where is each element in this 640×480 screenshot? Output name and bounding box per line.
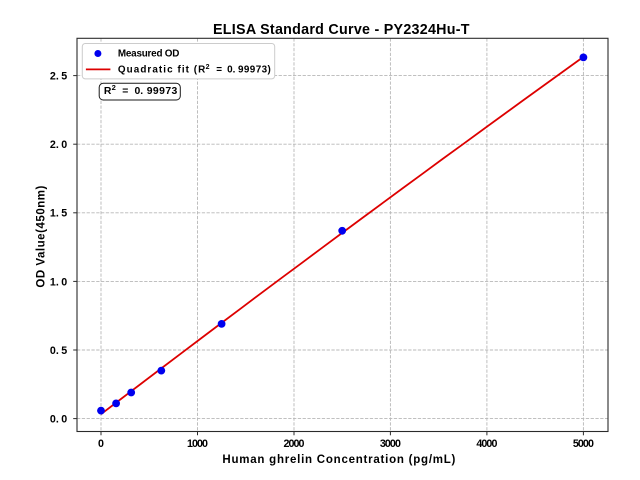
svg-text:3000: 3000 (380, 438, 401, 450)
svg-text:2.5: 2. 5 (50, 71, 67, 83)
svg-text:0.: 0. (135, 86, 144, 97)
svg-text:4000: 4000 (476, 438, 497, 450)
svg-text:R: R (104, 86, 112, 97)
svg-text:0.: 0. (227, 65, 235, 76)
svg-text:Measured OD: Measured OD (118, 48, 179, 59)
svg-text:99973: 99973 (147, 86, 178, 97)
svg-text:OD Value(450nm): OD Value(450nm) (36, 185, 48, 287)
svg-text:2: 2 (112, 83, 116, 92)
svg-text:1.5: 1. 5 (50, 208, 67, 220)
svg-text:=: = (122, 86, 128, 97)
svg-text:2: 2 (206, 64, 210, 71)
svg-text:2000: 2000 (284, 438, 305, 450)
svg-text:2.0: 2. 0 (50, 139, 67, 151)
svg-text:ELISA Standard Curve - PY2324H: ELISA Standard Curve - PY2324Hu-T (213, 22, 470, 38)
svg-text:0.0: 0. 0 (50, 414, 67, 426)
svg-text:99973): 99973) (238, 65, 271, 76)
svg-text:Human ghrelin Concentration (p: Human ghrelin Concentration (pg/mL) (222, 454, 455, 466)
svg-text:5000: 5000 (573, 438, 594, 450)
svg-text:Quadratic fit (R: Quadratic fit (R (118, 65, 205, 76)
svg-text:1000: 1000 (187, 438, 208, 450)
svg-text:0.5: 0. 5 (50, 345, 67, 357)
svg-text:=: = (216, 65, 222, 76)
svg-text:0: 0 (98, 438, 104, 450)
svg-text:1.0: 1. 0 (50, 276, 67, 288)
